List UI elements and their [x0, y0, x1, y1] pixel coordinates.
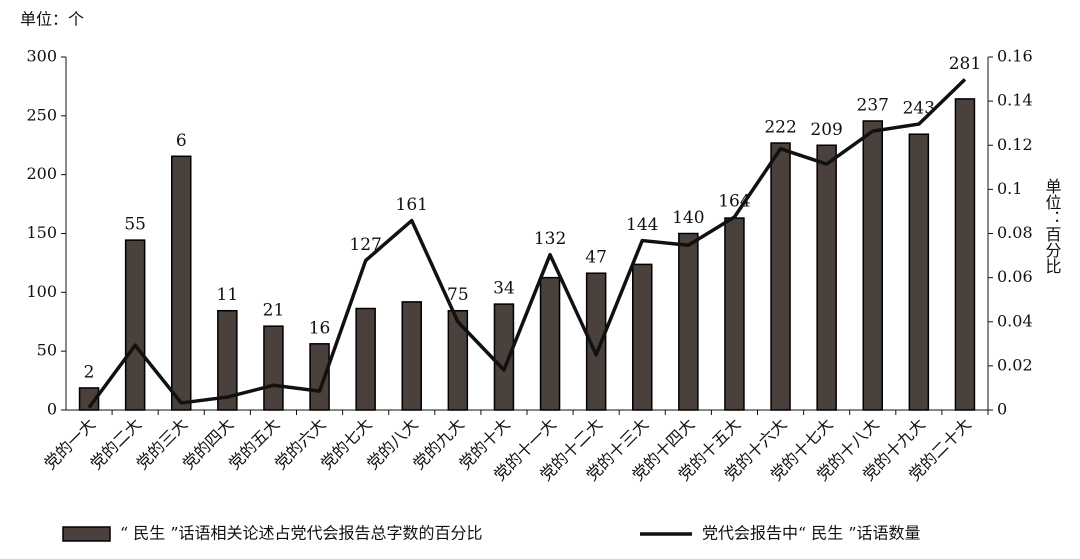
data-label: 75 — [447, 285, 469, 305]
data-label: 127 — [349, 235, 381, 255]
y2-tick-label: 0.16 — [997, 47, 1033, 66]
y2-tick-label: 0.06 — [997, 267, 1033, 286]
bar — [355, 307, 376, 411]
data-label: 11 — [217, 285, 239, 305]
bar — [678, 232, 699, 411]
bar — [263, 325, 284, 411]
data-label: 222 — [764, 118, 796, 138]
bar — [724, 217, 745, 411]
data-label: 16 — [309, 318, 331, 338]
bar — [954, 98, 976, 411]
data-label: 34 — [493, 279, 515, 299]
data-label: 209 — [810, 120, 842, 140]
data-label: 243 — [903, 99, 935, 119]
bar — [862, 120, 883, 411]
bar — [447, 309, 469, 411]
data-label: 164 — [718, 192, 750, 212]
y-tick-label: 100 — [26, 282, 57, 301]
data-label: 144 — [626, 215, 658, 235]
y2-tick-label: 0.12 — [997, 135, 1033, 154]
data-label: 237 — [857, 95, 889, 115]
bar — [401, 301, 422, 411]
y2-tick-label: 0.04 — [997, 311, 1033, 330]
line — [87, 78, 967, 409]
data-label: 161 — [396, 195, 428, 215]
y-tick-label: 50 — [37, 341, 57, 360]
bar — [770, 142, 791, 411]
bar — [217, 309, 238, 411]
bar — [124, 239, 146, 411]
bar — [493, 303, 515, 411]
y2-tick-label: 0 — [997, 400, 1007, 419]
data-label: 55 — [124, 215, 146, 235]
bar — [78, 387, 100, 411]
data-label: 21 — [263, 301, 285, 321]
y-tick-label: 0 — [47, 400, 57, 419]
y-tick-label: 200 — [26, 164, 57, 183]
y2-tick-label: 0.1 — [997, 179, 1022, 198]
legend-swatch — [62, 526, 111, 542]
bar — [632, 263, 653, 411]
legend-label: 党代会报告中“ 民生 ”话语数量 — [702, 524, 921, 543]
bar — [309, 343, 330, 411]
y2-tick-label: 0.02 — [997, 355, 1033, 374]
y2-tick-label: 0.08 — [997, 223, 1033, 242]
bar — [171, 155, 192, 411]
bar — [539, 276, 561, 411]
y-tick-label: 250 — [26, 105, 57, 124]
data-label: 140 — [672, 208, 704, 228]
data-label: 47 — [585, 248, 607, 268]
data-label: 2 — [84, 362, 95, 382]
y-tick-label: 300 — [26, 47, 57, 66]
data-label: 132 — [534, 229, 566, 249]
y-tick-label: 150 — [26, 223, 57, 242]
bar — [585, 272, 607, 411]
legend-label: “ 民生 ”话语相关论述占党代会报告总字数的百分比 — [120, 524, 483, 543]
y2-tick-label: 0.14 — [997, 91, 1033, 110]
bar — [908, 133, 930, 411]
data-label: 281 — [949, 54, 981, 74]
y-unit: 单位：个 — [20, 10, 84, 29]
bar — [816, 144, 837, 411]
y2-unit: 单位：百分比 — [1043, 178, 1062, 274]
data-label: 6 — [176, 131, 187, 151]
